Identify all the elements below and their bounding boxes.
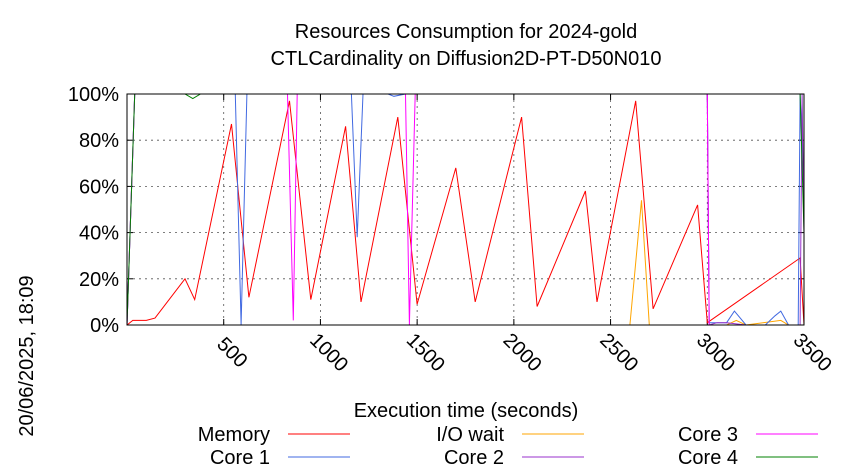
series-line-core-1 [126,93,805,326]
x-tick-label: 1000 [305,329,352,376]
x-tick-label: 2000 [499,329,546,376]
legend-label-core-4: Core 4 [678,447,738,469]
y-tick-label: 100% [68,84,119,106]
x-axis-label: Execution time (seconds) [354,400,579,422]
series-line-core-2 [126,93,805,326]
x-tick-label: 500 [212,333,251,372]
series-line-core-3 [126,93,804,326]
legend-label-core-2: Core 2 [444,447,504,469]
y-tick-label: 80% [79,130,119,152]
x-tick-label: 1500 [402,329,449,376]
x-tick-label: 3500 [789,329,836,376]
y-axis: 0% 20% 40% 60% 80% 100% [68,84,804,337]
legend-label-memory: Memory [198,424,270,446]
plot-frame [126,93,805,326]
y-tick-label: 40% [79,223,119,245]
x-tick-label: 2500 [595,329,642,376]
series-line-core-4 [126,93,805,326]
chart-title: Resources Consumption for 2024-gold [295,21,637,43]
x-axis: 500 1000 1500 2000 2500 3000 3500 [212,94,836,376]
legend-label-i-o-wait: I/O wait [436,424,504,446]
series-group [126,93,805,326]
legend-label-core-1: Core 1 [210,447,270,469]
series-line-memory [126,100,805,326]
y-tick-label: 60% [79,176,119,198]
x-tick-label: 3000 [692,329,739,376]
chart-subtitle: CTLCardinality on Diffusion2D-PT-D50N010 [271,48,662,70]
grid [127,94,804,325]
y-tick-label: 20% [79,269,119,291]
legend-label-core-3: Core 3 [678,424,738,446]
series-line-i-o-wait [127,200,804,326]
side-timestamp: 20/06/2025, 18:09 [16,275,38,436]
y-tick-label: 0% [90,315,119,337]
